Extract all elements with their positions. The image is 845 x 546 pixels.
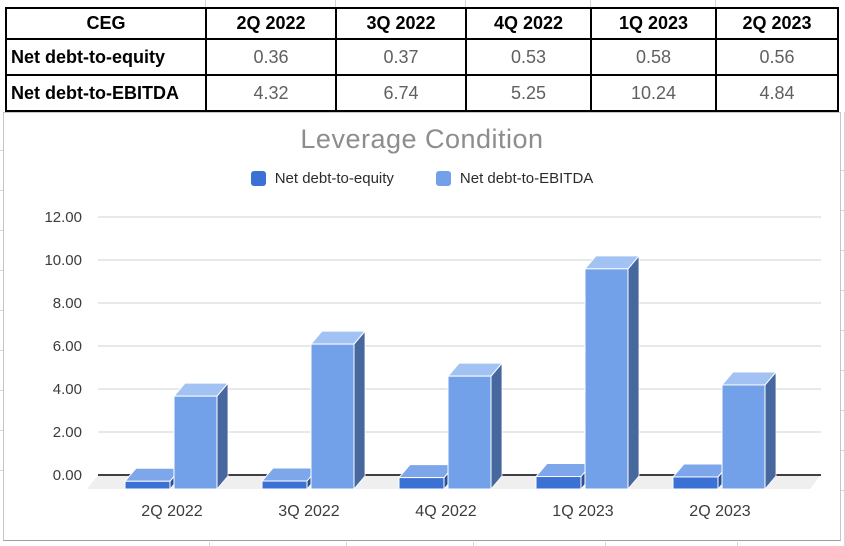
leverage-chart-card[interactable]: Leverage Condition Net debt-to-equity Net… [3, 112, 841, 541]
x-axis-category-label: 2Q 2023 [689, 503, 750, 520]
table-header-cell[interactable]: 2Q 2022 [205, 7, 337, 40]
bar-side-s1-c3 [627, 254, 640, 491]
bar-s1-c2[interactable] [447, 375, 492, 490]
spreadsheet-gridline [841, 290, 845, 291]
y-axis-tick-label: 0.00 [53, 467, 82, 484]
spreadsheet-gridline [841, 210, 845, 211]
bar-side-s1-c0 [216, 382, 229, 491]
bar-s1-c0[interactable] [173, 395, 218, 490]
table-header-cell[interactable]: 1Q 2023 [590, 7, 717, 40]
bar-s0-c0[interactable] [124, 480, 171, 490]
table-corner-cell[interactable]: CEG [5, 7, 207, 40]
y-axis-tick-label: 8.00 [53, 295, 82, 312]
spreadsheet-gridline [335, 0, 336, 7]
bar-chart-plot: 0.00 2.00 4.00 6.00 8.00 10.00 12.00 2Q 2022 3Q … [44, 209, 821, 520]
spreadsheet-gridline [841, 450, 845, 451]
bar-side-s1-c4 [764, 370, 777, 491]
x-axis-category-label: 1Q 2023 [552, 503, 613, 520]
x-axis-category-label: 4Q 2022 [415, 503, 476, 520]
table-header-cell[interactable]: 3Q 2022 [335, 7, 467, 40]
bar-s1-c3[interactable] [584, 268, 629, 490]
metrics-table: CEG 2Q 2022 3Q 2022 4Q 2022 1Q 2023 2Q 2023 Ne… [5, 7, 839, 112]
table-value-cell[interactable]: 5.25 [465, 74, 592, 112]
bar-side-s1-c1 [353, 329, 366, 491]
spreadsheet-gridline [0, 350, 3, 351]
bar-s0-c2[interactable] [398, 477, 445, 490]
bar-s0-c3[interactable] [535, 476, 582, 490]
spreadsheet-gridline [0, 150, 3, 151]
table-value-cell[interactable]: 4.32 [205, 74, 337, 112]
table-value-cell[interactable]: 0.58 [590, 38, 717, 76]
x-axis-category-label: 3Q 2022 [278, 503, 339, 520]
table-header-cell[interactable]: 2Q 2023 [715, 7, 839, 40]
table-header-cell[interactable]: 4Q 2022 [465, 7, 592, 40]
y-axis-tick-label: 12.00 [44, 209, 82, 226]
x-axis-category-label: 2Q 2022 [141, 503, 202, 520]
spreadsheet-gridline [841, 250, 845, 251]
y-axis-tick-label: 10.00 [44, 252, 82, 269]
spreadsheet-gridline [0, 430, 3, 431]
spreadsheet-gridline [473, 542, 474, 546]
legend-label: Net debt-to-equity [274, 170, 394, 187]
spreadsheet-gridline [465, 0, 466, 7]
spreadsheet-gridline [841, 170, 845, 171]
spreadsheet-gridline [0, 190, 3, 191]
bar-side-s1-c2 [490, 362, 503, 491]
spreadsheet-gridline [605, 542, 606, 546]
spreadsheet-gridline [0, 390, 3, 391]
spreadsheet-gridline [0, 230, 3, 231]
y-axis-tick-label: 4.00 [53, 381, 82, 398]
spreadsheet-gridline [205, 0, 206, 7]
bar-s1-c1[interactable] [310, 343, 355, 490]
spreadsheet-gridline [737, 542, 738, 546]
legend-label: Net debt-to-EBITDA [459, 170, 594, 187]
table-value-cell[interactable]: 0.56 [715, 38, 839, 76]
bar-s1-c4[interactable] [721, 384, 766, 490]
y-axis-tick-label: 2.00 [53, 424, 82, 441]
spreadsheet-gridline [0, 310, 3, 311]
spreadsheet-gridline [841, 490, 845, 491]
table-value-cell[interactable]: 6.74 [335, 74, 467, 112]
spreadsheet-gridline [0, 270, 3, 271]
spreadsheet-gridline [346, 542, 347, 546]
bar-s0-c1[interactable] [261, 480, 308, 490]
bar-s0-c4[interactable] [672, 476, 719, 490]
table-value-cell[interactable]: 0.53 [465, 38, 592, 76]
spreadsheet-gridline [841, 330, 845, 331]
spreadsheet-gridline [590, 0, 591, 7]
table-row-label[interactable]: Net debt-to-equity [5, 38, 207, 76]
table-row-label[interactable]: Net debt-to-EBITDA [5, 74, 207, 112]
chart-legend: Net debt-to-equity Net debt-to-EBITDA [4, 170, 840, 187]
spreadsheet-gridline [0, 470, 3, 471]
spreadsheet-gridline [209, 542, 210, 546]
legend-swatch-icon [250, 171, 266, 186]
legend-item[interactable]: Net debt-to-equity [250, 170, 394, 187]
legend-item[interactable]: Net debt-to-EBITDA [435, 170, 594, 187]
table-value-cell[interactable]: 0.37 [335, 38, 467, 76]
legend-swatch-icon [435, 171, 451, 186]
table-value-cell[interactable]: 10.24 [590, 74, 717, 112]
spreadsheet-gridline [841, 370, 845, 371]
spreadsheet-gridline [715, 0, 716, 7]
y-axis-tick-label: 6.00 [53, 338, 82, 355]
chart-title: Leverage Condition [300, 124, 544, 154]
table-value-cell[interactable]: 0.36 [205, 38, 337, 76]
spreadsheet-gridline [841, 410, 845, 411]
table-value-cell[interactable]: 4.84 [715, 74, 839, 112]
